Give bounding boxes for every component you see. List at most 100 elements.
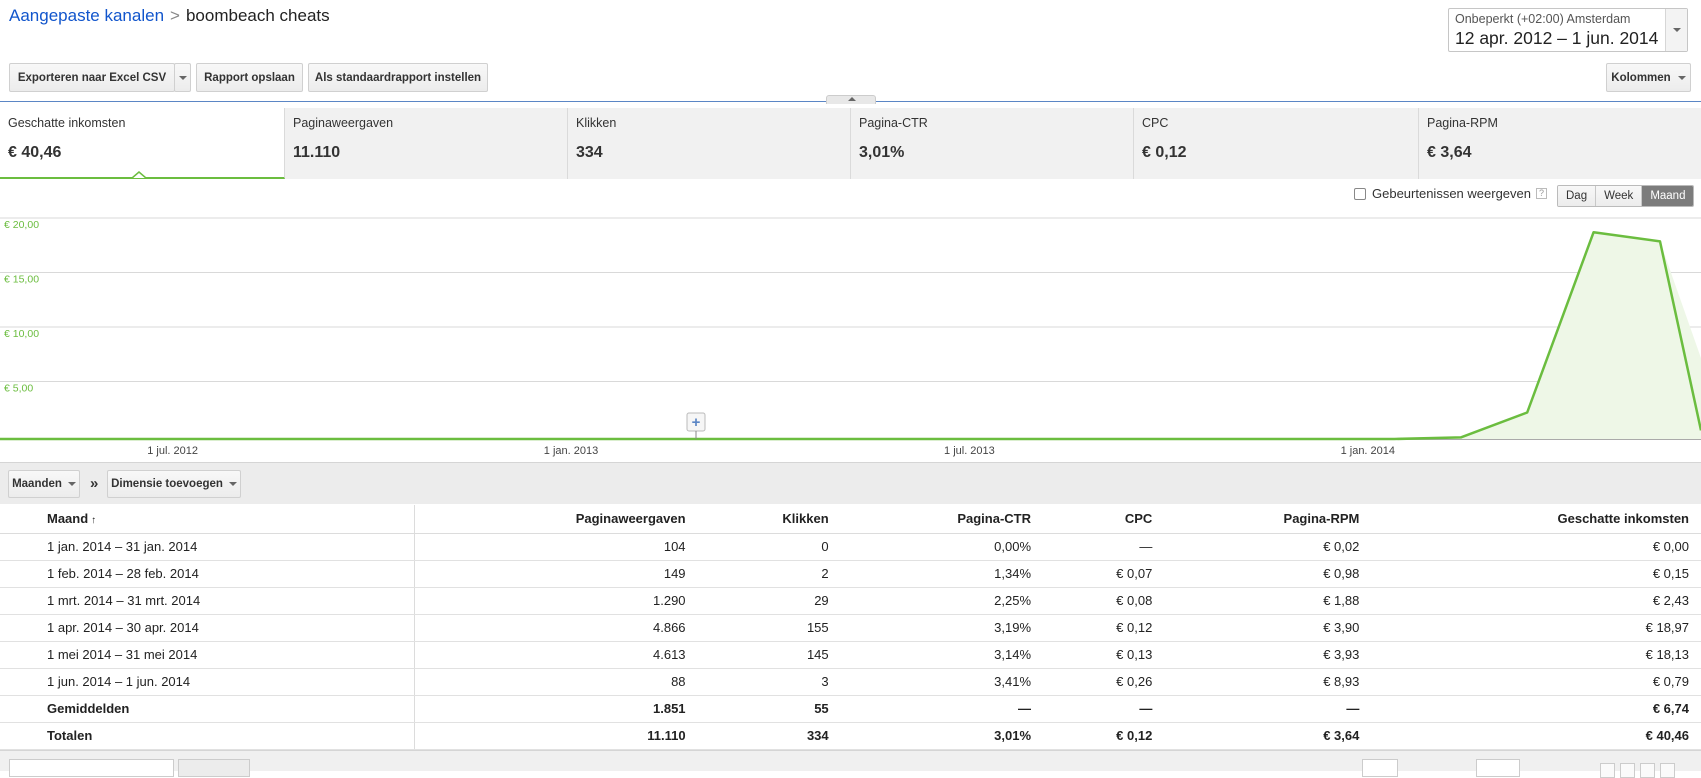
cell-pageviews: 11.110 xyxy=(414,722,696,749)
earnings-line xyxy=(0,232,1701,439)
export-csv-button[interactable]: Exporteren naar Excel CSV xyxy=(9,63,175,92)
cell-clicks: 29 xyxy=(696,587,839,614)
show-events-toggle[interactable]: Gebeurtenissen weergeven ? xyxy=(1354,186,1547,201)
scorecard-clicks[interactable]: Klikken 334 xyxy=(568,108,851,179)
columns-button[interactable]: Kolommen xyxy=(1606,63,1691,92)
cell-month: Totalen xyxy=(0,722,414,749)
cell-month: 1 feb. 2014 – 28 feb. 2014 xyxy=(0,560,414,587)
y-tick-label: € 10,00 xyxy=(4,328,39,340)
set-default-report-button[interactable]: Als standaardrapport instellen xyxy=(308,63,488,92)
scorecard-label: Pagina-RPM xyxy=(1427,116,1498,130)
cell-month: 1 jan. 2014 – 31 jan. 2014 xyxy=(0,533,414,560)
column-header-cpc[interactable]: CPC xyxy=(1041,505,1162,533)
column-header-estimated-earnings[interactable]: Geschatte inkomsten xyxy=(1369,505,1701,533)
date-range-picker[interactable]: Onbeperkt (+02:00) Amsterdam 12 apr. 201… xyxy=(1448,8,1688,52)
go-to-page-input[interactable] xyxy=(1362,759,1398,777)
cell-clicks: 0 xyxy=(696,533,839,560)
column-header-clicks[interactable]: Klikken xyxy=(696,505,839,533)
cell-cpc: € 0,12 xyxy=(1041,614,1162,641)
save-report-button[interactable]: Rapport opslaan xyxy=(196,63,303,92)
columns-label: Kolommen xyxy=(1611,72,1670,84)
dimension-bar: Maanden » Dimensie toevoegen xyxy=(0,462,1701,504)
scorecard-label: Geschatte inkomsten xyxy=(8,116,125,130)
column-header-month[interactable]: Maand↑ xyxy=(0,505,414,533)
breadcrumb-link-custom-channels[interactable]: Aangepaste kanalen xyxy=(9,6,164,25)
table-header-row: Maand↑ Paginaweergaven Klikken Pagina-CT… xyxy=(0,505,1701,533)
x-tick-label: 1 jul. 2012 xyxy=(147,445,198,457)
cell-page-rpm: € 0,98 xyxy=(1162,560,1369,587)
filter-button[interactable] xyxy=(178,759,250,777)
rows-per-page-select[interactable] xyxy=(1476,759,1520,777)
scorecard-pageviews[interactable]: Paginaweergaven 11.110 xyxy=(285,108,568,179)
granularity-month-button[interactable]: Maand xyxy=(1642,186,1693,206)
cell-cpc: € 0,12 xyxy=(1041,722,1162,749)
show-events-checkbox[interactable] xyxy=(1354,188,1366,200)
cell-page-rpm: € 3,93 xyxy=(1162,641,1369,668)
column-header-pageviews[interactable]: Paginaweergaven xyxy=(414,505,696,533)
cell-cpc: € 0,08 xyxy=(1041,587,1162,614)
x-tick-label: 1 jan. 2014 xyxy=(1341,445,1395,457)
cell-cpc: € 0,07 xyxy=(1041,560,1162,587)
cell-cpc: — xyxy=(1041,533,1162,560)
cell-cpc: € 0,26 xyxy=(1041,668,1162,695)
scorecard-cpc[interactable]: CPC € 0,12 xyxy=(1134,108,1419,179)
scorecard-page-rpm[interactable]: Pagina-RPM € 3,64 xyxy=(1419,108,1701,179)
table-search-input[interactable] xyxy=(9,759,174,777)
cell-pageviews: 104 xyxy=(414,533,696,560)
date-dropdown-button[interactable] xyxy=(1665,9,1687,51)
scorecard-estimated-earnings[interactable]: Geschatte inkomsten € 40,46 xyxy=(0,108,285,179)
scorecard-value: 11.110 xyxy=(293,144,340,162)
granularity-day-button[interactable]: Dag xyxy=(1558,186,1596,206)
cell-estimated-earnings: € 0,15 xyxy=(1369,560,1701,587)
scorecard-value: 334 xyxy=(576,144,603,162)
cell-estimated-earnings: € 0,00 xyxy=(1369,533,1701,560)
help-icon[interactable]: ? xyxy=(1536,188,1547,199)
x-tick-label: 1 jan. 2013 xyxy=(544,445,598,457)
scorecard-page-ctr[interactable]: Pagina-CTR 3,01% xyxy=(851,108,1134,179)
date-range-value: 12 apr. 2012 – 1 jun. 2014 xyxy=(1455,28,1658,49)
cell-page-ctr: 3,41% xyxy=(839,668,1041,695)
selected-pointer-icon xyxy=(132,171,146,179)
cell-page-ctr: — xyxy=(839,695,1041,722)
scorecard-value: € 0,12 xyxy=(1142,144,1186,162)
collapse-chart-toggle[interactable] xyxy=(826,95,876,104)
scorecard-label: Pagina-CTR xyxy=(859,116,928,130)
months-dimension-button[interactable]: Maanden xyxy=(8,470,80,498)
granularity-week-button[interactable]: Week xyxy=(1596,186,1642,206)
add-dimension-label: Dimensie toevoegen xyxy=(111,478,223,490)
add-dimension-button[interactable]: Dimensie toevoegen xyxy=(107,470,241,498)
show-events-label: Gebeurtenissen weergeven xyxy=(1372,186,1531,201)
cell-page-ctr: 0,00% xyxy=(839,533,1041,560)
cell-page-ctr: 3,19% xyxy=(839,614,1041,641)
report-table: Maand↑ Paginaweergaven Klikken Pagina-CT… xyxy=(0,505,1701,750)
dimension-separator: » xyxy=(90,475,98,492)
cell-estimated-earnings: € 0,79 xyxy=(1369,668,1701,695)
x-axis-ticks: 1 jul. 2012 1 jan. 2013 1 jul. 2013 1 jan. … xyxy=(147,445,1395,457)
column-header-page-ctr[interactable]: Pagina-CTR xyxy=(839,505,1041,533)
cell-month: Gemiddelden xyxy=(0,695,414,722)
cell-pageviews: 1.851 xyxy=(414,695,696,722)
cell-clicks: 3 xyxy=(696,668,839,695)
y-tick-label: € 5,00 xyxy=(4,383,33,395)
cell-page-ctr: 2,25% xyxy=(839,587,1041,614)
earnings-area xyxy=(0,232,1701,439)
sort-ascending-icon: ↑ xyxy=(91,515,96,526)
column-header-page-rpm[interactable]: Pagina-RPM xyxy=(1162,505,1369,533)
add-annotation-button[interactable]: + xyxy=(687,413,705,439)
cell-month: 1 mrt. 2014 – 31 mrt. 2014 xyxy=(0,587,414,614)
cell-clicks: 155 xyxy=(696,614,839,641)
table-footer-bar xyxy=(0,750,1701,771)
cell-month: 1 mei 2014 – 31 mei 2014 xyxy=(0,641,414,668)
export-dropdown-button[interactable] xyxy=(174,63,191,92)
cell-page-ctr: 1,34% xyxy=(839,560,1041,587)
cell-cpc: — xyxy=(1041,695,1162,722)
x-tick-label: 1 jul. 2013 xyxy=(944,445,995,457)
cell-estimated-earnings: € 18,97 xyxy=(1369,614,1701,641)
cell-pageviews: 1.290 xyxy=(414,587,696,614)
